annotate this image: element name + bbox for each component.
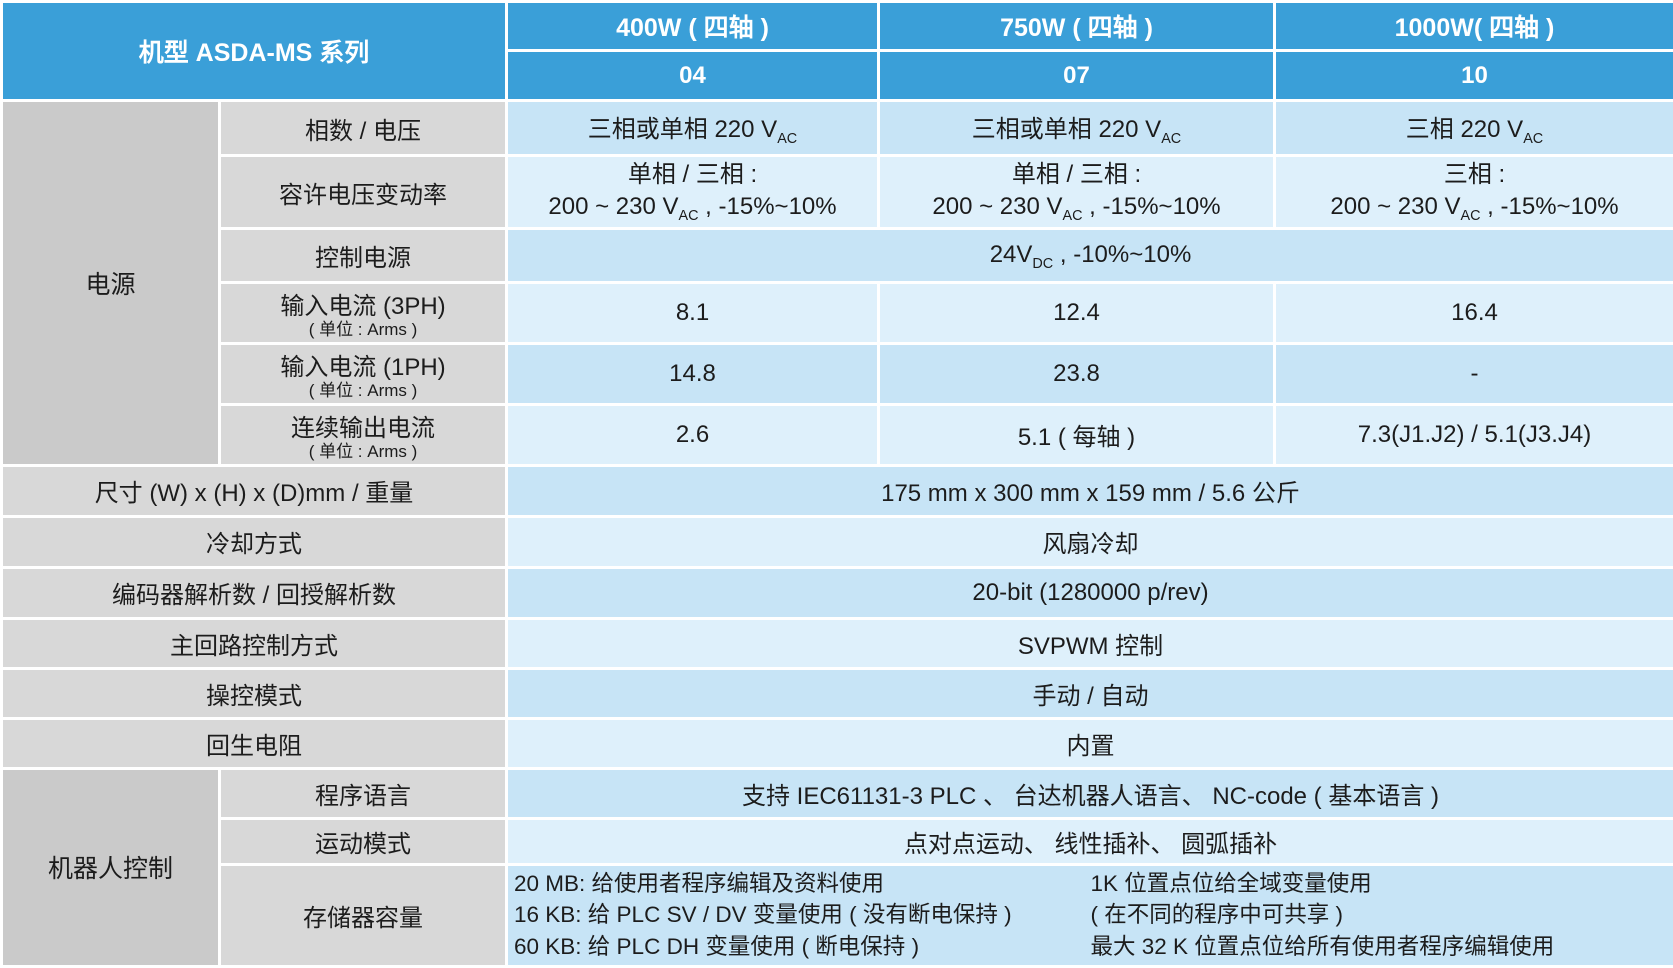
cell-3ph-400w: 8.1 — [507, 283, 879, 344]
cell-program-language: 支持 IEC61131-3 PLC 、 台达机器人语言、 NC-code ( 基… — [507, 768, 1673, 818]
memory-left-block: 20 MB: 给使用者程序编辑及资料使用 16 KB: 给 PLC SV / D… — [514, 868, 1091, 964]
cell-cont-400w: 2.6 — [507, 404, 879, 465]
label-program-language: 程序语言 — [220, 768, 507, 818]
category-robot-control: 机器人控制 — [2, 768, 220, 967]
header-row-power: 机型 ASDA-MS 系列 400W ( 四轴 ) 750W ( 四轴 ) 10… — [2, 2, 1673, 51]
label-encoder-resolution: 编码器解析数 / 回授解析数 — [2, 567, 507, 618]
unit-arms: ( 单位 : Arms ) — [227, 382, 499, 401]
cell-cooling: 风扇冷却 — [507, 516, 1673, 567]
cell-phase-voltage-750w: 三相或单相 220 VAC — [879, 101, 1275, 156]
cell-3ph-1000w: 16.4 — [1275, 283, 1673, 344]
row-input-current-3ph: 输入电流 (3PH) ( 单位 : Arms ) 8.1 12.4 16.4 — [2, 283, 1673, 344]
label-cont-output-current: 连续输出电流 ( 单位 : Arms ) — [220, 404, 507, 465]
row-cont-output-current: 连续输出电流 ( 单位 : Arms ) 2.6 5.1 ( 每轴 ) 7.3(… — [2, 404, 1673, 465]
column-code-10: 10 — [1275, 51, 1673, 101]
label-phase-voltage: 相数 / 电压 — [220, 101, 507, 156]
unit-arms: ( 单位 : Arms ) — [227, 443, 499, 462]
label-main-circuit-control: 主回路控制方式 — [2, 618, 507, 668]
cell-operation-mode: 手动 / 自动 — [507, 668, 1673, 718]
column-code-04: 04 — [507, 51, 879, 101]
label-input-current-1ph: 输入电流 (1PH) ( 单位 : Arms ) — [220, 344, 507, 405]
cell-main-circuit-control: SVPWM 控制 — [507, 618, 1673, 668]
cell-voltage-tolerance-1000w: 三相 : 200 ~ 230 VAC , -15%~10% — [1275, 156, 1673, 229]
cell-memory-capacity: 20 MB: 给使用者程序编辑及资料使用 16 KB: 给 PLC SV / D… — [507, 864, 1673, 967]
row-voltage-tolerance: 容许电压变动率 单相 / 三相 : 200 ~ 230 VAC , -15%~1… — [2, 156, 1673, 229]
label-operation-mode: 操控模式 — [2, 668, 507, 718]
label-motion-mode: 运动模式 — [220, 818, 507, 864]
column-header-400w: 400W ( 四轴 ) — [507, 2, 879, 51]
cell-cont-750w: 5.1 ( 每轴 ) — [879, 404, 1275, 465]
label-regen-resistor: 回生电阻 — [2, 718, 507, 768]
row-program-language: 机器人控制 程序语言 支持 IEC61131-3 PLC 、 台达机器人语言、 … — [2, 768, 1673, 818]
row-main-circuit-control: 主回路控制方式 SVPWM 控制 — [2, 618, 1673, 668]
row-memory-capacity: 存储器容量 20 MB: 给使用者程序编辑及资料使用 16 KB: 给 PLC … — [2, 864, 1673, 967]
row-regen-resistor: 回生电阻 内置 — [2, 718, 1673, 768]
cell-cont-1000w: 7.3(J1.J2) / 5.1(J3.J4) — [1275, 404, 1673, 465]
column-header-750w: 750W ( 四轴 ) — [879, 2, 1275, 51]
cell-voltage-tolerance-400w: 单相 / 三相 : 200 ~ 230 VAC , -15%~10% — [507, 156, 879, 229]
label-memory-capacity: 存储器容量 — [220, 864, 507, 967]
cell-phase-voltage-1000w: 三相 220 VAC — [1275, 101, 1673, 156]
memory-right-block: 1K 位置点位给全域变量使用 ( 在不同的程序中可共享 ) 最大 32 K 位置… — [1091, 868, 1668, 964]
cell-encoder-resolution: 20-bit (1280000 p/rev) — [507, 567, 1673, 618]
cell-control-power: 24VDC , -10%~10% — [507, 229, 1673, 283]
label-control-power: 控制电源 — [220, 229, 507, 283]
label-voltage-tolerance: 容许电压变动率 — [220, 156, 507, 229]
cell-1ph-400w: 14.8 — [507, 344, 879, 405]
table-title: 机型 ASDA-MS 系列 — [2, 2, 507, 101]
column-code-07: 07 — [879, 51, 1275, 101]
row-control-power: 控制电源 24VDC , -10%~10% — [2, 229, 1673, 283]
cell-1ph-750w: 23.8 — [879, 344, 1275, 405]
cell-1ph-1000w: - — [1275, 344, 1673, 405]
row-operation-mode: 操控模式 手动 / 自动 — [2, 668, 1673, 718]
cell-voltage-tolerance-750w: 单相 / 三相 : 200 ~ 230 VAC , -15%~10% — [879, 156, 1275, 229]
cell-motion-mode: 点对点运动、 线性插补、 圆弧插补 — [507, 818, 1673, 864]
row-dimensions: 尺寸 (W) x (H) x (D)mm / 重量 175 mm x 300 m… — [2, 465, 1673, 516]
label-cooling: 冷却方式 — [2, 516, 507, 567]
row-phase-voltage: 电源 相数 / 电压 三相或单相 220 VAC 三相或单相 220 VAC 三… — [2, 101, 1673, 156]
cell-3ph-750w: 12.4 — [879, 283, 1275, 344]
cell-dimensions: 175 mm x 300 mm x 159 mm / 5.6 公斤 — [507, 465, 1673, 516]
cell-phase-voltage-400w: 三相或单相 220 VAC — [507, 101, 879, 156]
label-input-current-3ph: 输入电流 (3PH) ( 单位 : Arms ) — [220, 283, 507, 344]
cell-regen-resistor: 内置 — [507, 718, 1673, 768]
column-header-1000w: 1000W( 四轴 ) — [1275, 2, 1673, 51]
row-encoder-resolution: 编码器解析数 / 回授解析数 20-bit (1280000 p/rev) — [2, 567, 1673, 618]
row-cooling: 冷却方式 风扇冷却 — [2, 516, 1673, 567]
row-motion-mode: 运动模式 点对点运动、 线性插补、 圆弧插补 — [2, 818, 1673, 864]
category-power: 电源 — [2, 101, 220, 466]
row-input-current-1ph: 输入电流 (1PH) ( 单位 : Arms ) 14.8 23.8 - — [2, 344, 1673, 405]
label-dimensions: 尺寸 (W) x (H) x (D)mm / 重量 — [2, 465, 507, 516]
unit-arms: ( 单位 : Arms ) — [227, 321, 499, 340]
